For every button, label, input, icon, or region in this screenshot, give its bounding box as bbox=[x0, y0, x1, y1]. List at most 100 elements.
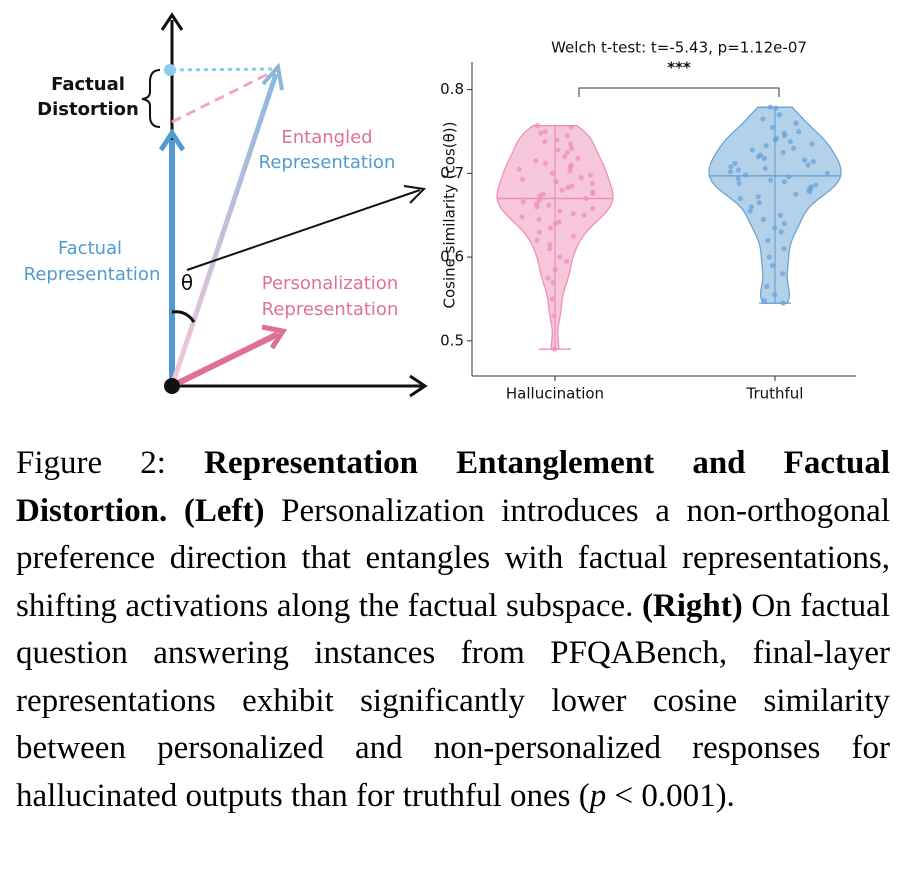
violin-chart: Welch t-test: t=-5.43, p=1.12e-07 *** Co… bbox=[440, 39, 856, 403]
data-point bbox=[766, 254, 772, 260]
data-point bbox=[787, 138, 793, 145]
data-point bbox=[761, 298, 767, 304]
data-point bbox=[796, 128, 802, 135]
data-point bbox=[545, 275, 551, 281]
figure: Factual Distortion Entangled Representat… bbox=[24, 12, 856, 403]
data-point bbox=[549, 170, 555, 176]
y-tick-label: 0.5 bbox=[440, 331, 464, 349]
data-point bbox=[538, 130, 544, 136]
data-point bbox=[534, 204, 540, 210]
arrow-head bbox=[261, 324, 288, 350]
data-point bbox=[534, 123, 540, 129]
arrow-head bbox=[409, 374, 428, 398]
data-point bbox=[559, 187, 565, 193]
data-point bbox=[547, 246, 553, 252]
caption-text: < 0.001). bbox=[606, 777, 735, 814]
significance: *** bbox=[667, 59, 691, 77]
label: Entangled bbox=[281, 127, 372, 148]
data-point bbox=[772, 225, 778, 231]
data-point bbox=[765, 237, 771, 243]
y-axis-label: Cosine similarity (cos(θ)) bbox=[441, 122, 459, 309]
data-point bbox=[536, 229, 543, 235]
data-point bbox=[557, 254, 563, 260]
data-point bbox=[809, 141, 815, 147]
data-point bbox=[755, 194, 761, 200]
caption-tag: (Right) bbox=[641, 587, 743, 624]
data-point bbox=[801, 157, 808, 163]
theta: θ bbox=[181, 271, 193, 295]
data-point bbox=[780, 300, 786, 306]
data-point bbox=[550, 279, 556, 285]
data-point bbox=[760, 116, 766, 122]
data-point bbox=[583, 195, 589, 202]
data-point bbox=[519, 214, 525, 220]
data-point bbox=[736, 180, 742, 187]
data-point bbox=[772, 137, 778, 143]
arrow-head bbox=[160, 12, 184, 31]
dot bbox=[164, 64, 176, 76]
data-point bbox=[553, 179, 559, 185]
data-point bbox=[534, 237, 540, 243]
data-point bbox=[780, 149, 786, 156]
y-tick-label: 0.6 bbox=[440, 248, 464, 266]
label: Representation bbox=[24, 264, 161, 285]
data-point bbox=[755, 154, 762, 160]
data-point bbox=[781, 221, 788, 227]
label: Factual bbox=[58, 238, 122, 259]
data-point bbox=[567, 168, 573, 174]
data-point bbox=[793, 120, 799, 126]
origin bbox=[164, 378, 180, 394]
data-point bbox=[564, 133, 570, 139]
data-point bbox=[520, 199, 526, 205]
data-point bbox=[782, 133, 788, 139]
label: Representation bbox=[262, 299, 399, 320]
data-point bbox=[536, 216, 542, 223]
y-tick-label: 0.7 bbox=[440, 164, 464, 182]
caption-text: On factual question answering instances … bbox=[16, 587, 890, 814]
caption-text: Personalization introduces a non-orthogo… bbox=[16, 492, 890, 624]
y-tick-label: 0.8 bbox=[440, 80, 464, 98]
data-point bbox=[747, 208, 753, 214]
data-point bbox=[590, 205, 596, 212]
data-point bbox=[568, 124, 574, 130]
data-point bbox=[735, 175, 741, 181]
data-point bbox=[542, 128, 548, 135]
math-var: p bbox=[589, 777, 607, 814]
data-point bbox=[772, 292, 778, 298]
data-point bbox=[813, 182, 819, 188]
data-point bbox=[768, 177, 774, 183]
data-point bbox=[781, 246, 787, 252]
entangled-arrow bbox=[169, 73, 279, 387]
data-point bbox=[547, 241, 553, 248]
x-tick-label: Hallucination bbox=[506, 385, 604, 403]
data-point bbox=[777, 212, 783, 218]
data-point bbox=[569, 183, 575, 189]
data-point bbox=[557, 208, 563, 214]
brace bbox=[141, 69, 161, 128]
data-point bbox=[773, 105, 779, 111]
data-point bbox=[516, 166, 522, 172]
data-point bbox=[563, 258, 570, 264]
arrow-head bbox=[158, 128, 186, 152]
data-point bbox=[587, 172, 593, 178]
data-point bbox=[742, 172, 749, 178]
label: Personalization bbox=[262, 273, 398, 294]
data-point bbox=[552, 267, 558, 273]
data-point bbox=[767, 104, 774, 110]
data-point bbox=[568, 145, 575, 151]
data-point bbox=[769, 262, 776, 269]
data-point bbox=[562, 154, 568, 160]
data-point bbox=[778, 229, 784, 235]
data-point bbox=[570, 210, 576, 217]
data-point bbox=[761, 155, 767, 161]
data-point bbox=[763, 143, 769, 149]
data-point bbox=[769, 124, 776, 130]
data-point bbox=[537, 193, 543, 199]
data-point bbox=[749, 147, 755, 153]
data-point bbox=[732, 160, 738, 166]
data-point bbox=[824, 170, 830, 176]
dashed-projection bbox=[171, 70, 273, 124]
data-point bbox=[790, 145, 797, 151]
data-point bbox=[581, 212, 587, 218]
data-point bbox=[519, 176, 526, 182]
